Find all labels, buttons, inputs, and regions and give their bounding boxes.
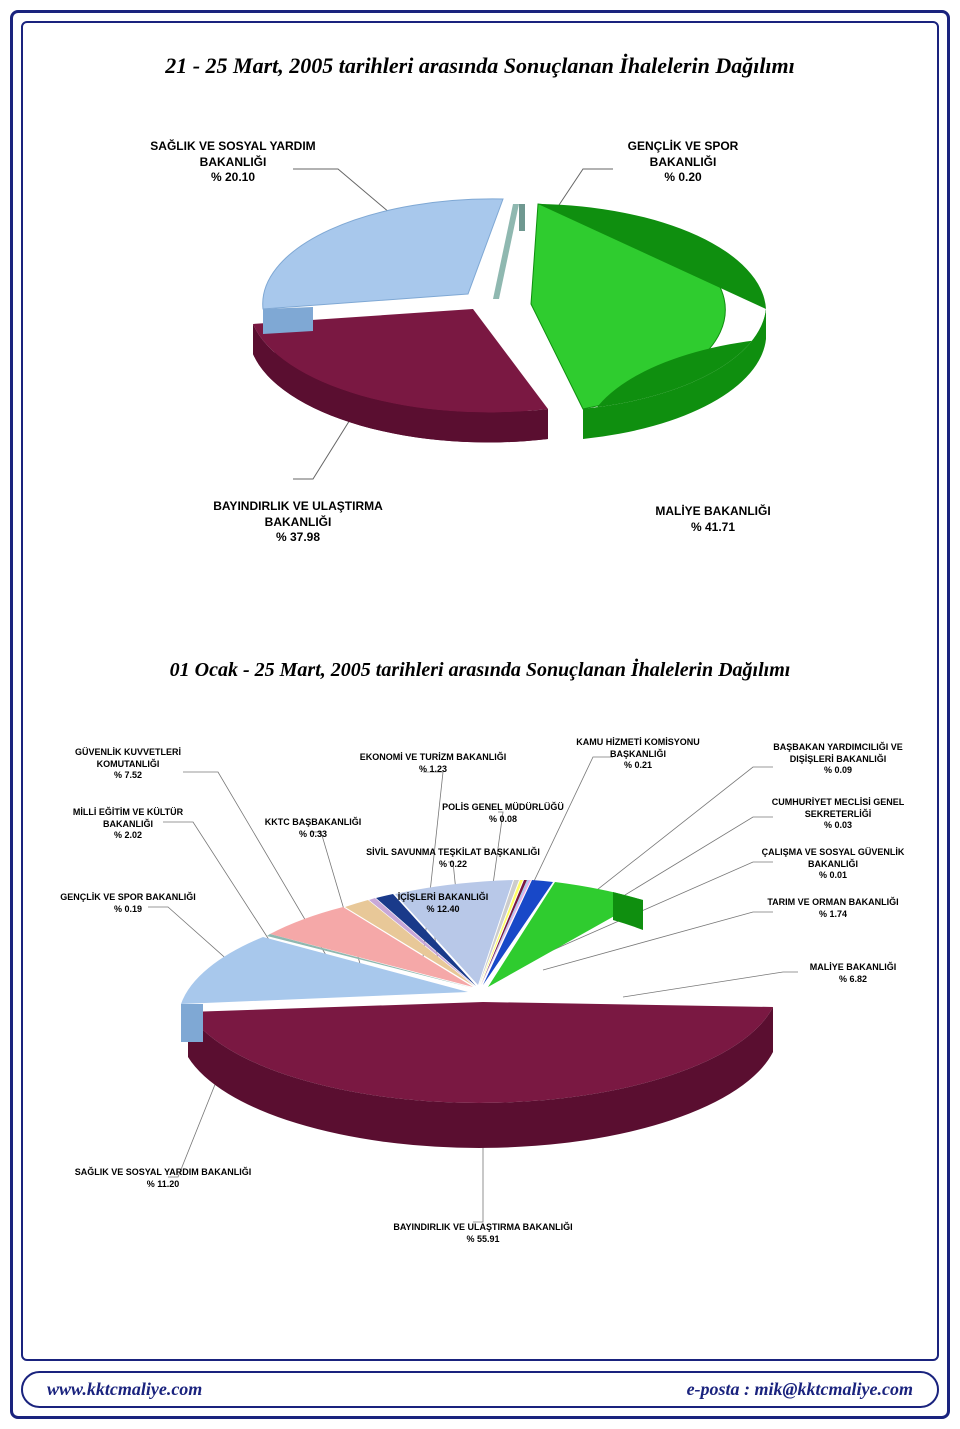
footer-email[interactable]: e-posta : mik@kktcmaliye.com (687, 1379, 913, 1400)
c2-lbl-guvenlik: GÜVENLİK KUVVETLERİ KOMUTANLIĞI % 7.52 (53, 747, 203, 782)
chart1-area: SAĞLIK VE SOSYAL YARDIM BAKANLIĞI % 20.1… (53, 109, 907, 649)
c2-lbl-basbakan: BAŞBAKAN YARDIMCILIĞI VE DIŞİŞLERİ BAKAN… (753, 742, 923, 777)
c2-lbl-kamu: KAMU HİZMETİ KOMİSYONU BAŞKANLIĞI % 0.21 (553, 737, 723, 772)
chart2-area: GÜVENLİK KUVVETLERİ KOMUTANLIĞI % 7.52 E… (53, 712, 907, 1332)
inner-frame: 21 - 25 Mart, 2005 tarihleri arasında So… (21, 21, 939, 1361)
c2-lbl-saglik: SAĞLIK VE SOSYAL YARDIM BAKANLIĞI % 11.2… (63, 1167, 263, 1190)
c2-lbl-genclik: GENÇLİK VE SPOR BAKANLIĞI % 0.19 (38, 892, 218, 915)
footer-url[interactable]: www.kktcmaliye.com (47, 1379, 202, 1400)
c2-lbl-calisma: ÇALIŞMA VE SOSYAL GÜVENLİK BAKANLIĞI % 0… (743, 847, 923, 882)
c2-lbl-cumhuriyet: CUMHURİYET MECLİSİ GENEL SEKRETERLİĞİ % … (753, 797, 923, 832)
outer-frame: 21 - 25 Mart, 2005 tarihleri arasında So… (10, 10, 950, 1419)
c2-lbl-sivil: SİVİL SAVUNMA TEŞKİLAT BAŞKANLIĞI % 0.22 (363, 847, 543, 870)
chart2-title: 01 Ocak - 25 Mart, 2005 tarihleri arasın… (53, 659, 907, 682)
c2-lbl-polis: POLİS GENEL MÜDÜRLÜĞÜ % 0.08 (413, 802, 593, 825)
chart1-label-genclik: GENÇLİK VE SPOR BAKANLIĞI % 0.20 (593, 139, 773, 186)
chart1-title: 21 - 25 Mart, 2005 tarihleri arasında So… (53, 53, 907, 79)
footer-bar: www.kktcmaliye.com e-posta : mik@kktcmal… (21, 1371, 939, 1408)
c2-lbl-ekonomi: EKONOMİ VE TURİZM BAKANLIĞI % 1.23 (333, 752, 533, 775)
c2-lbl-maliye: MALİYE BAKANLIĞI % 6.82 (783, 962, 923, 985)
c2-lbl-icisleri: İÇİŞLERİ BAKANLIĞI % 12.40 (363, 892, 523, 915)
chart1-label-saglik: SAĞLIK VE SOSYAL YARDIM BAKANLIĞI % 20.1… (133, 139, 333, 186)
chart1-label-bayindirlik: BAYINDIRLIK VE ULAŞTIRMA BAKANLIĞI % 37.… (188, 499, 408, 546)
chart1-label-maliye: MALİYE BAKANLIĞI % 41.71 (623, 504, 803, 535)
c2-lbl-bayindirlik: BAYINDIRLIK VE ULAŞTIRMA BAKANLIĞI % 55.… (383, 1222, 583, 1245)
c2-lbl-kktc: KKTC BAŞBAKANLIĞI % 0.33 (243, 817, 383, 840)
c2-lbl-tarim: TARIM VE ORMAN BAKANLIĞI % 1.74 (743, 897, 923, 920)
c2-lbl-milli: MİLLİ EĞİTİM VE KÜLTÜR BAKANLIĞI % 2.02 (48, 807, 208, 842)
